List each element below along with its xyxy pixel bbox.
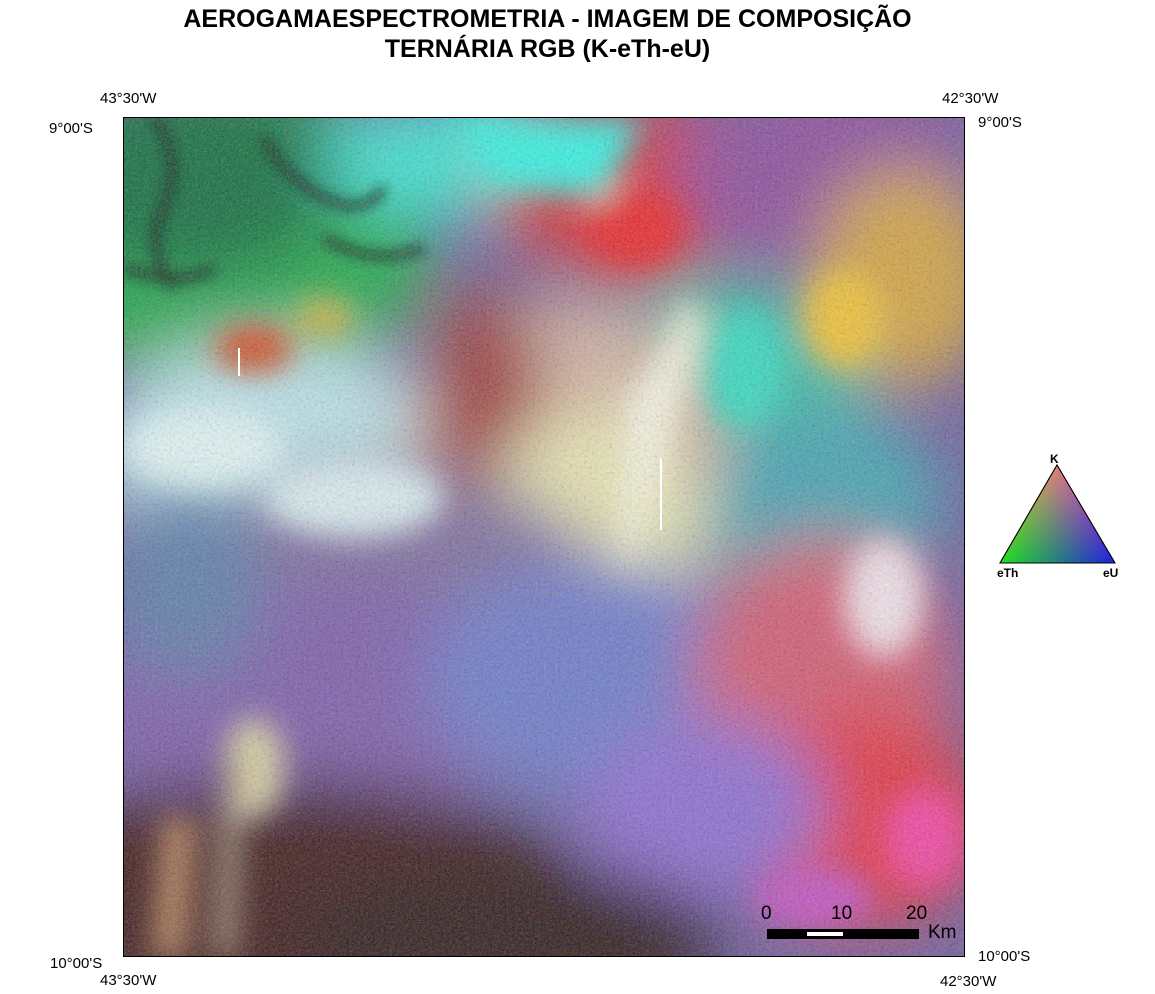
ternary-rgb-map-image: 0 10 20 Km — [123, 117, 965, 957]
top-right-longitude: 42°30'W — [942, 90, 999, 107]
ternary-color-legend: K eTh eU — [995, 450, 1125, 580]
scale-bar — [767, 929, 919, 939]
bottom-left-longitude: 43°30'W — [100, 972, 157, 989]
map-title-line-2: TERNÁRIA RGB (K-eTh-eU) — [384, 35, 711, 63]
right-bottom-latitude: 10°00'S — [978, 948, 1031, 965]
top-left-longitude: 43°30'W — [100, 90, 157, 107]
right-top-latitude: 9°00'S — [978, 114, 1022, 131]
map-title-line-1: AEROGAMAESPECTROMETRIA - IMAGEM DE COMPO… — [183, 5, 912, 33]
bottom-right-longitude: 42°30'W — [940, 973, 997, 990]
left-top-latitude: 9°00'S — [49, 120, 93, 137]
scale-tick-10: 10 — [831, 903, 853, 924]
legend-label-eu: eU — [1103, 566, 1119, 580]
left-bottom-latitude: 10°00'S — [50, 955, 103, 972]
scale-tick-0: 0 — [761, 903, 772, 924]
scale-tick-20: 20 — [906, 903, 928, 924]
map-raster-graphic — [124, 118, 964, 956]
legend-label-k: K — [1050, 452, 1059, 466]
scale-bar-segment — [807, 932, 843, 936]
ternary-triangle — [999, 464, 1116, 564]
legend-label-eth: eTh — [997, 566, 1019, 580]
scale-unit-label: Km — [928, 922, 957, 943]
